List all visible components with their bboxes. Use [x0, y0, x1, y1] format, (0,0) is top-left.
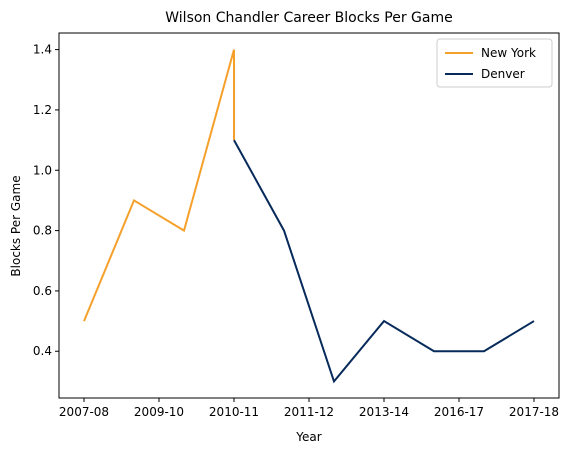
x-tick-label: 2013-14	[359, 405, 409, 419]
y-tick-label: 0.8	[33, 224, 52, 238]
x-tick-label: 2009-10	[134, 405, 184, 419]
series-layer	[83, 49, 535, 384]
series-line-denver	[233, 139, 535, 384]
legend-entry: New York	[481, 46, 536, 60]
y-tick-label: 0.4	[33, 344, 52, 358]
y-tick-label: 1.2	[33, 103, 52, 117]
chart-title: Wilson Chandler Career Blocks Per Game	[165, 10, 452, 26]
y-axis-label: Blocks Per Game	[9, 175, 23, 276]
x-axis: 2007-08 2009-10 2010-11 2011-12 2013-14 2016-…	[59, 398, 559, 419]
legend: New York Denver	[436, 38, 553, 88]
y-axis: 0.4 0.6 0.8 1.0 1.2 1.4	[33, 43, 59, 358]
x-tick-label: 2010-11	[209, 405, 259, 419]
x-tick-label: 2011-12	[284, 405, 334, 419]
legend-entry: Denver	[481, 67, 525, 81]
x-tick-label: 2007-08	[59, 405, 109, 419]
y-tick-label: 0.6	[33, 284, 52, 298]
y-tick-label: 1.0	[33, 163, 52, 177]
series-line-new-york	[83, 49, 235, 322]
x-tick-label: 2017-18	[509, 405, 559, 419]
plot-area	[58, 32, 560, 399]
x-axis-label: Year	[295, 430, 321, 444]
y-tick-label: 1.4	[33, 43, 52, 57]
x-tick-label: 2016-17	[434, 405, 484, 419]
plot-frame	[58, 32, 560, 399]
